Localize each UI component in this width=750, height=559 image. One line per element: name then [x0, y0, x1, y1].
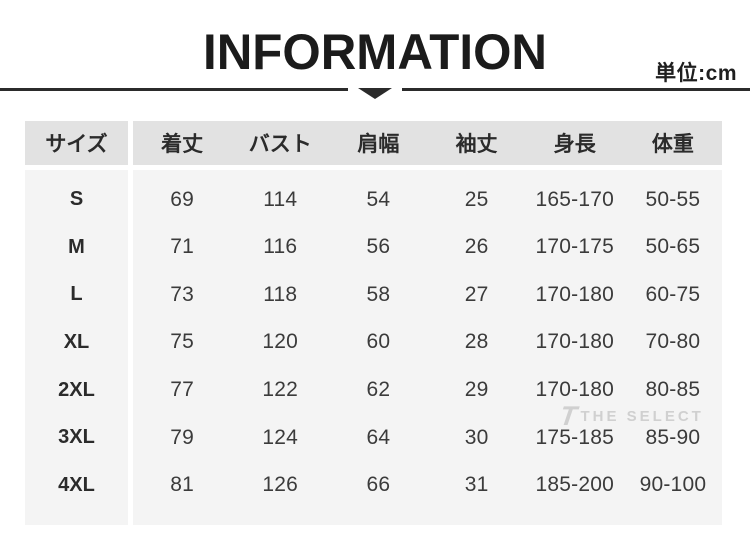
measurement-value: 73 [170, 282, 194, 306]
size-label: XL [63, 330, 90, 353]
measurement-value: 70-80 [645, 330, 701, 354]
measurement-value: 56 [366, 235, 391, 259]
divider-line-left [0, 88, 348, 91]
measurement-value: 64 [366, 425, 391, 449]
measurement-value: 170-180 [535, 378, 614, 402]
measurement-value: 26 [464, 235, 489, 259]
measurement-value: 80-85 [645, 378, 701, 402]
column-header: 身長 [553, 133, 596, 156]
size-label: L [70, 283, 83, 306]
measurement-value: 30 [464, 425, 489, 449]
size-column: サイズ S M L XL 2XL 3XL 4XL [25, 121, 128, 525]
measurement-value: 90-100 [639, 473, 707, 497]
measurement-value: 170-180 [535, 282, 614, 306]
measurement-value: 50-65 [645, 235, 701, 259]
page-title-wrap: INFORMATION [203, 24, 547, 80]
column-header: 体重 [651, 133, 694, 156]
unit-label: 単位:cm [655, 62, 737, 85]
measurement-value: 85-90 [645, 425, 701, 449]
size-chart-table: サイズ S M L XL 2XL 3XL 4XL 着丈 バスト 肩幅 袖丈 身長 体重 69 114 54… [25, 121, 722, 525]
measurement-value: 79 [170, 425, 194, 449]
column-header: 着丈 [161, 133, 204, 156]
measurement-value: 50-55 [645, 187, 701, 211]
measurement-value: 54 [366, 187, 391, 211]
measurement-value: 185-200 [535, 473, 614, 497]
measurement-value: 175-185 [535, 425, 614, 449]
measurement-value: 71 [170, 235, 194, 259]
size-label: S [69, 188, 84, 211]
measurement-value: 170-180 [535, 330, 614, 354]
size-label: 3XL [58, 426, 95, 449]
measurement-value: 29 [464, 378, 489, 402]
measurement-value: 77 [170, 378, 194, 402]
measurement-value: 165-170 [535, 187, 614, 211]
measurement-columns: 着丈 バスト 肩幅 袖丈 身長 体重 69 114 54 25 165-170 50-55 71 116… [133, 121, 722, 525]
size-label: 4XL [58, 473, 95, 496]
size-label: M [68, 235, 85, 258]
measurement-value: 124 [262, 425, 299, 449]
table-body: 69 114 54 25 165-170 50-55 71 116 56 26 170-175 50-… [133, 170, 722, 525]
measurement-value: 126 [262, 473, 299, 497]
measurement-value: 28 [464, 330, 489, 354]
column-header-size: サイズ [25, 121, 128, 165]
column-header: 袖丈 [455, 133, 498, 156]
page-title: INFORMATION [203, 24, 547, 80]
measurement-value: 120 [262, 330, 299, 354]
size-column-body: S M L XL 2XL 3XL 4XL [25, 170, 128, 525]
measurement-value: 66 [366, 473, 391, 497]
table-header-row: 着丈 バスト 肩幅 袖丈 身長 体重 [133, 121, 722, 165]
measurement-value: 75 [170, 330, 194, 354]
measurement-value: 25 [464, 187, 489, 211]
measurement-value: 122 [262, 378, 299, 402]
measurement-value: 31 [464, 473, 489, 497]
measurement-value: 81 [170, 473, 194, 497]
measurement-value: 116 [263, 235, 298, 259]
measurement-value: 58 [366, 282, 391, 306]
measurement-value: 114 [263, 187, 298, 211]
measurement-value: 170-175 [535, 235, 614, 259]
measurement-value: 118 [263, 282, 298, 306]
column-header: バスト [248, 133, 312, 156]
divider-line-right [402, 88, 750, 91]
measurement-value: 69 [170, 187, 194, 211]
measurement-value: 60-75 [645, 282, 701, 306]
size-label: 2XL [58, 378, 95, 401]
measurement-value: 62 [366, 378, 391, 402]
down-arrow-icon [358, 88, 392, 99]
measurement-value: 60 [366, 330, 391, 354]
measurement-value: 27 [464, 282, 489, 306]
column-header: 肩幅 [357, 133, 400, 156]
